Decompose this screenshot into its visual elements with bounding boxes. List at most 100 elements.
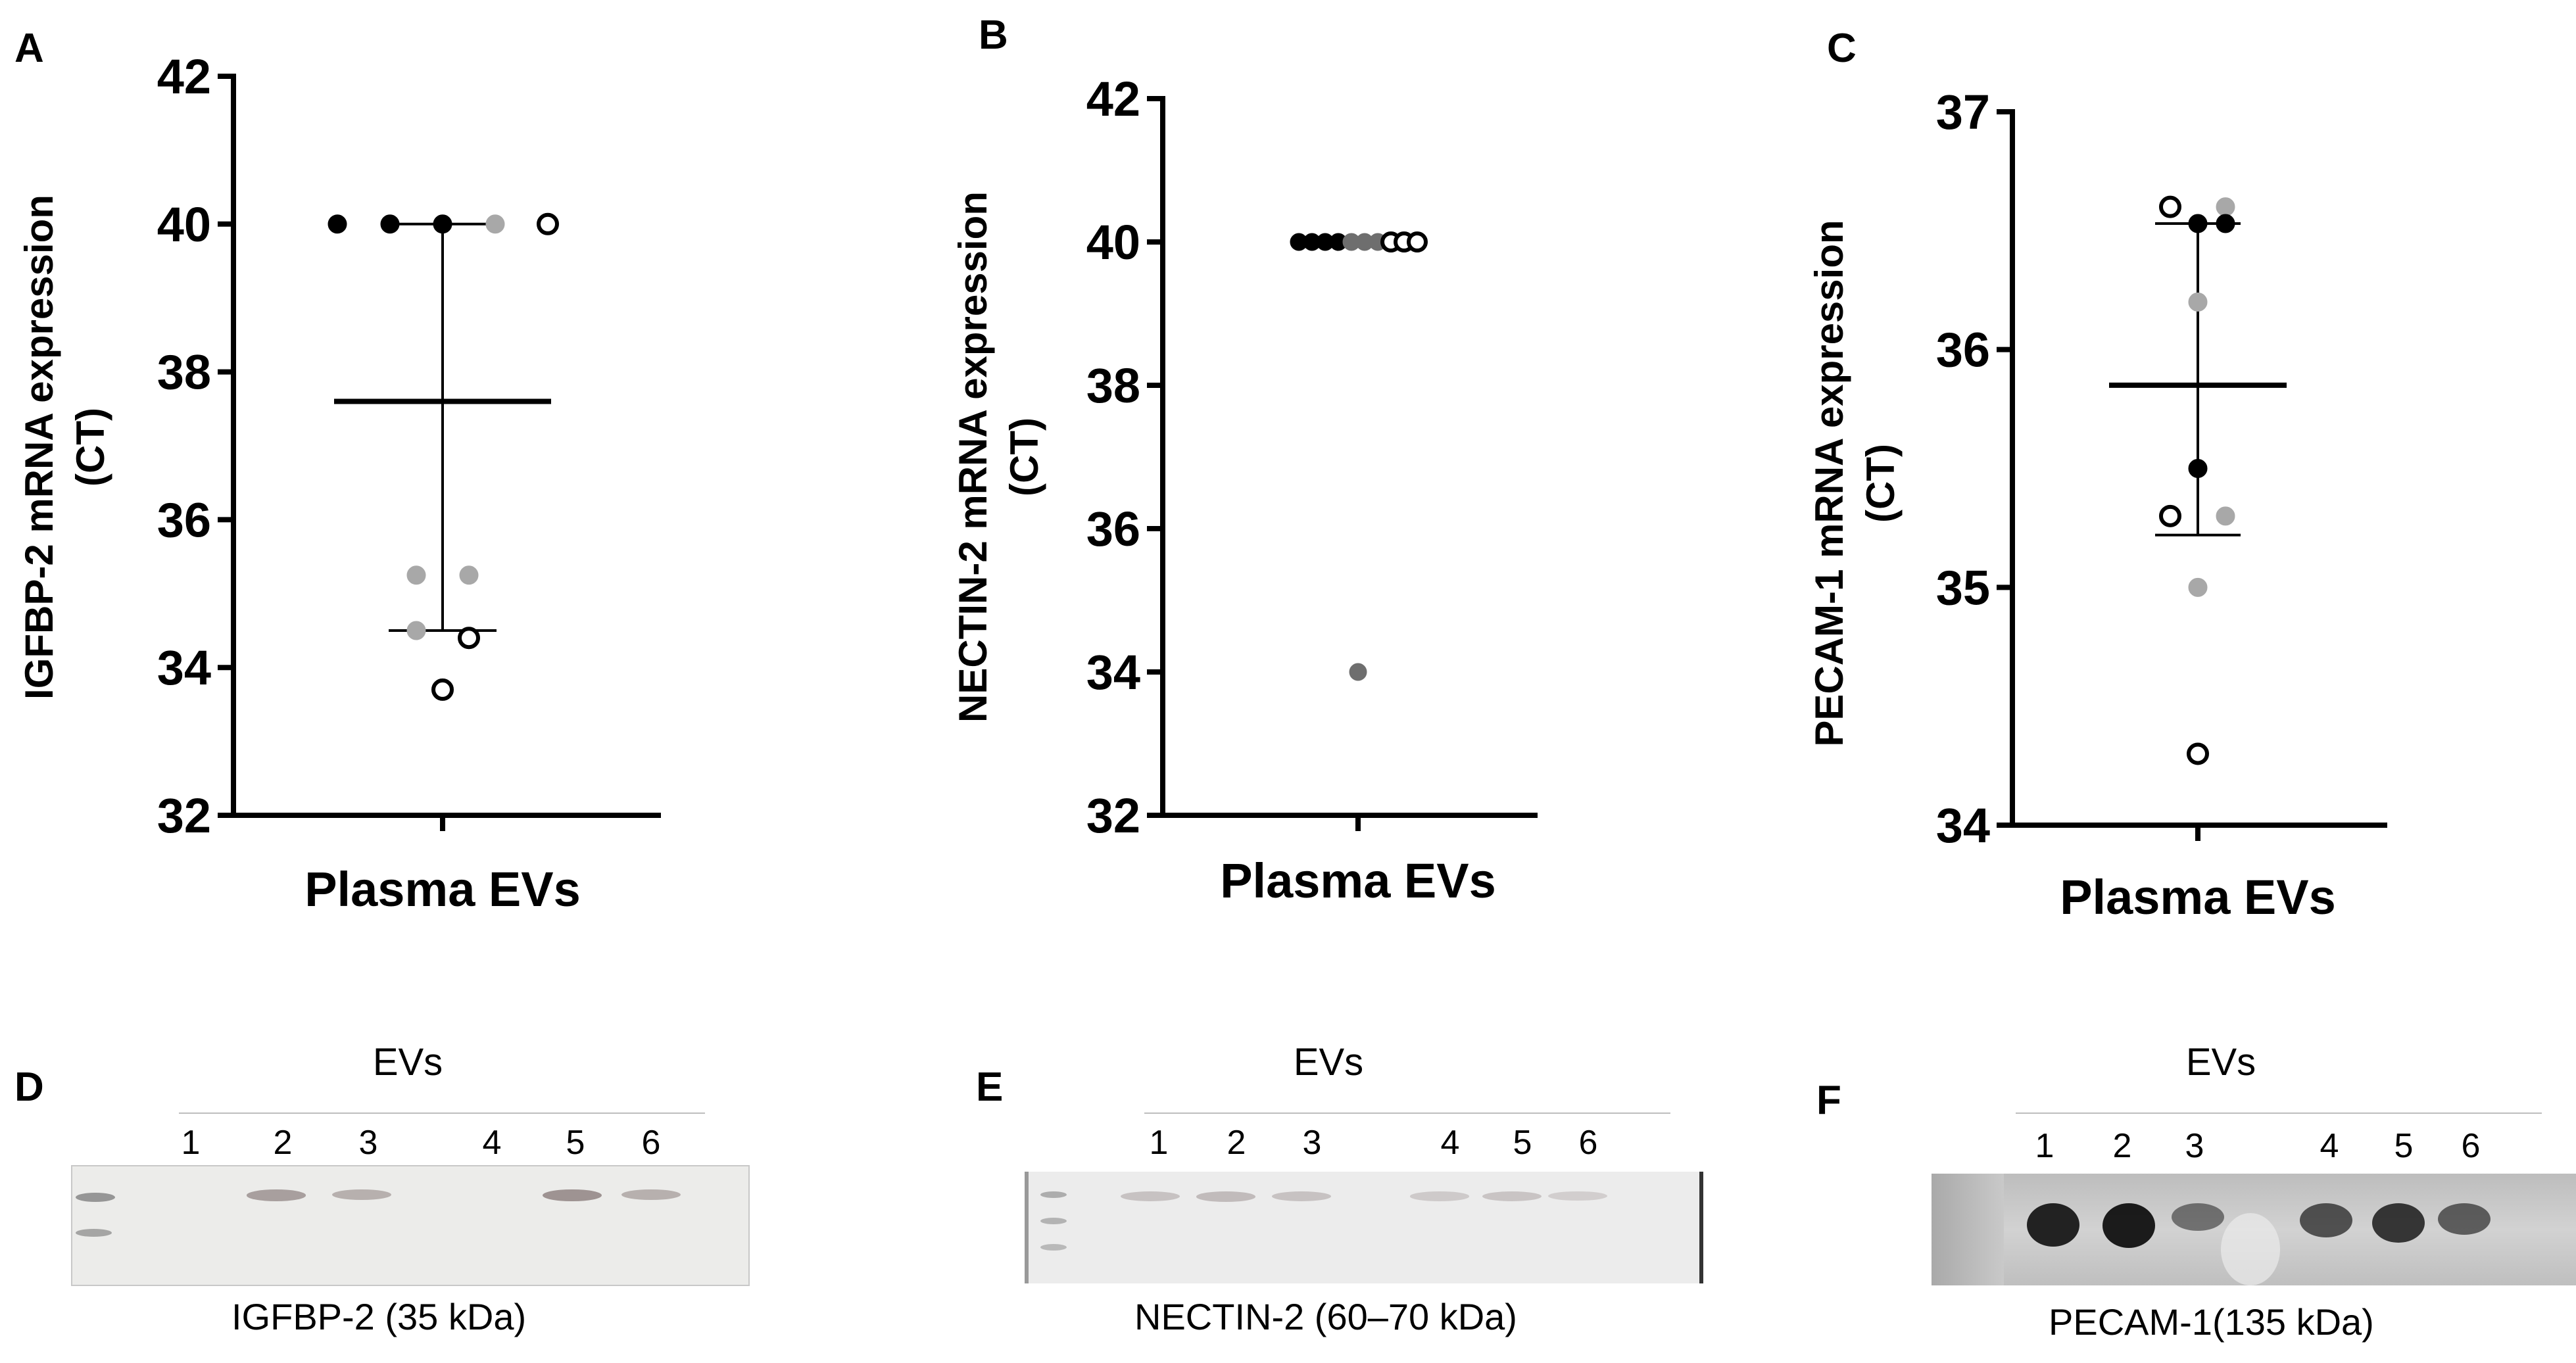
lane-label: 4 [2320, 1127, 2339, 1165]
protein-band [332, 1189, 391, 1201]
blot-header: EVs [1293, 1041, 1364, 1084]
protein-band [2300, 1203, 2352, 1237]
lane-label: 3 [2185, 1127, 2204, 1165]
protein-band [1196, 1191, 1255, 1202]
data-point [2188, 577, 2208, 597]
data-point [2216, 214, 2235, 233]
blot-membrane [1932, 1174, 2576, 1285]
protein-band [2372, 1203, 2425, 1243]
lane-label: 6 [641, 1124, 661, 1162]
protein-band [1548, 1191, 1607, 1201]
y-tick-label: 34 [1086, 645, 1140, 700]
data-point [328, 214, 347, 234]
chart-c-pecam1: 34 35 36 37 Plasma EVs PECAM-1 mRNA expressio… [1807, 85, 2387, 924]
lane-label: 5 [1513, 1124, 1532, 1162]
data-point [2159, 195, 2181, 218]
y-tick-label: 36 [157, 492, 211, 547]
data-point [2188, 459, 2208, 478]
lane-label: 2 [273, 1124, 293, 1162]
ladder-band [1040, 1218, 1067, 1224]
y-tick-label: 38 [157, 345, 211, 400]
protein-band [2102, 1203, 2155, 1248]
y-axis-title-unit: (CT) [68, 408, 112, 487]
blot-membrane [71, 1165, 750, 1286]
ladder-band [76, 1193, 115, 1202]
data-point [2187, 742, 2209, 765]
protein-band [2438, 1203, 2491, 1235]
data-point [458, 627, 480, 650]
lane-label: 6 [2461, 1127, 2481, 1165]
panel-label-b: B [979, 12, 1008, 58]
y-axis-title: NECTIN-2 mRNA expression [951, 191, 995, 723]
data-point [2216, 197, 2235, 217]
blot-e-nectin2: EVs 1 2 3 4 5 6 NECTIN-2 (60–70 kDa) [855, 1026, 1710, 1363]
data-point [2188, 214, 2208, 233]
ladder-band [1040, 1244, 1067, 1251]
y-tick-label: 38 [1086, 358, 1140, 413]
y-axis-title-unit: (CT) [1002, 418, 1046, 496]
lane-label: 5 [2394, 1127, 2414, 1165]
y-tick-label: 40 [1086, 215, 1140, 270]
blot-f-pecam1: EVs 1 2 3 4 5 6 PECAM-1(135 kDa) [1721, 1026, 2576, 1363]
lane-label: 3 [1302, 1124, 1322, 1162]
y-tick-label: 34 [157, 640, 211, 695]
x-category-label: Plasma EVs [1220, 853, 1496, 908]
protein-band [1272, 1191, 1331, 1202]
protein-band [247, 1189, 306, 1201]
y-tick-label: 37 [1936, 85, 1990, 139]
y-tick-label: 42 [157, 49, 211, 104]
lane-label: 5 [566, 1124, 585, 1162]
lane-label: 3 [358, 1124, 378, 1162]
data-point [2188, 292, 2208, 312]
blot-header: EVs [2185, 1041, 2256, 1084]
blot-header: EVs [372, 1041, 443, 1084]
data-point [433, 214, 452, 234]
blot-caption: IGFBP-2 (35 kDa) [231, 1296, 527, 1337]
ladder-band [76, 1229, 112, 1237]
y-axis-title-unit: (CT) [1859, 444, 1903, 523]
lane-label: 4 [482, 1124, 502, 1162]
data-point [2216, 506, 2235, 526]
blot-header-rule [2016, 1112, 2542, 1114]
data-point [1349, 663, 1367, 681]
data-point [380, 214, 400, 234]
protein-band [621, 1189, 681, 1201]
chart-b-nectin2: 32 34 36 38 40 42 Plasma EVs NECTIN-2 mRNA expr… [951, 72, 1538, 908]
lane-label: 2 [2112, 1127, 2132, 1165]
data-point [485, 214, 505, 234]
y-tick-label: 32 [157, 788, 211, 843]
protein-band [1121, 1191, 1180, 1202]
lane-label: 1 [1149, 1124, 1169, 1162]
y-tick-label: 34 [1936, 798, 1990, 853]
blot-header-rule [1144, 1112, 1670, 1114]
protein-band [543, 1189, 602, 1202]
y-tick-label: 35 [1936, 560, 1990, 615]
membrane-artifact [1932, 1174, 2004, 1285]
protein-band [1410, 1191, 1469, 1201]
blot-caption: PECAM-1(135 kDa) [2049, 1301, 2374, 1343]
blot-caption: NECTIN-2 (60–70 kDa) [1134, 1296, 1517, 1337]
y-axis-title: IGFBP-2 mRNA expression [17, 195, 61, 700]
protein-band [2027, 1203, 2079, 1247]
blot-d-igfbp2: EVs 1 2 3 4 5 6 IGFBP-2 (35 kDa) [0, 1026, 855, 1363]
y-tick-label: 36 [1936, 323, 1990, 377]
chart-a-igfbp2: 32 34 36 38 40 42 Plasma EVs IGFBP-2 mRNA expre… [17, 49, 661, 917]
membrane-artifact [2221, 1213, 2280, 1285]
panel-label-c: C [1827, 26, 1857, 71]
data-point [431, 678, 454, 701]
data-point [1407, 231, 1428, 252]
blot-header-rule [179, 1112, 705, 1114]
lane-label: 6 [1578, 1124, 1598, 1162]
data-point [2159, 504, 2181, 527]
lane-label: 2 [1227, 1124, 1246, 1162]
protein-band [1482, 1191, 1542, 1201]
y-tick-label: 36 [1086, 502, 1140, 556]
panel-label-d: D [14, 1064, 44, 1110]
lane-label: 4 [1440, 1124, 1460, 1162]
y-tick-label: 40 [157, 197, 211, 252]
data-point [459, 565, 479, 585]
x-category-label: Plasma EVs [2060, 870, 2336, 924]
panel-label-f: F [1816, 1078, 1841, 1123]
x-category-label: Plasma EVs [304, 862, 581, 917]
panel-label-a: A [14, 26, 44, 71]
